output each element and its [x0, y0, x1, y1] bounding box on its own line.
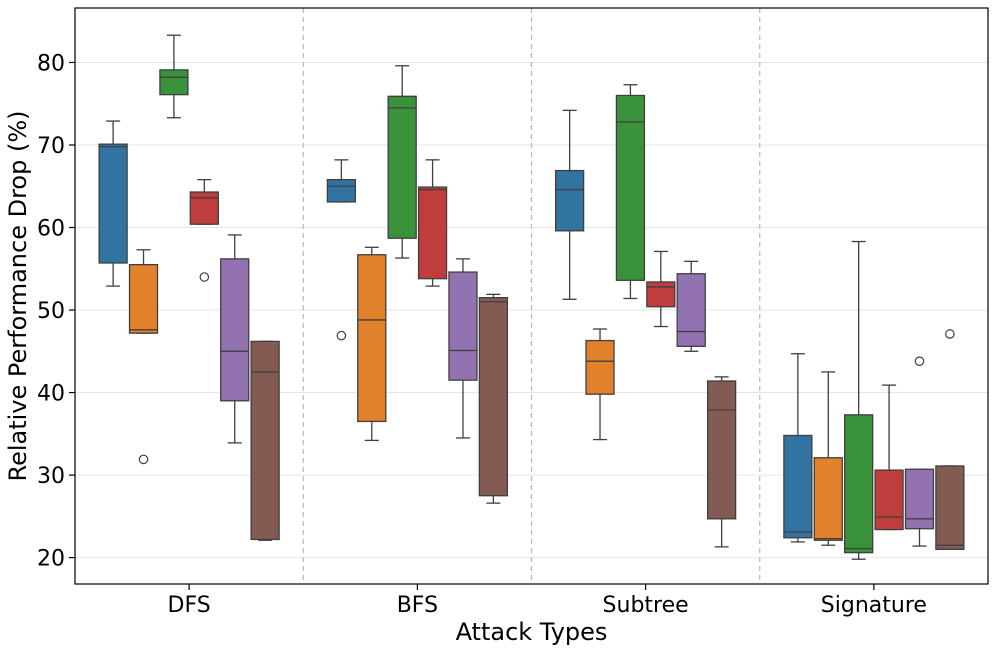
iqr-box	[813, 457, 843, 541]
box-dfs-3	[159, 34, 189, 119]
y-axis-ticks: 20 30 40 50 60 70 80	[37, 51, 75, 572]
box-subtree-2	[585, 328, 615, 441]
iqr-box	[417, 186, 448, 280]
box-dfs-1	[98, 120, 128, 287]
y-tick-label: 40	[37, 382, 65, 407]
box-subtree-3	[615, 84, 646, 300]
box-bfs-2	[357, 246, 387, 442]
boxes	[98, 34, 965, 560]
box-signature-3	[844, 240, 874, 560]
x-tick-label: Subtree	[603, 593, 689, 618]
plot-area-frame	[74, 7, 989, 585]
iqr-box	[615, 94, 646, 281]
box-dfs-2	[128, 249, 159, 465]
iqr-box	[98, 143, 128, 264]
x-axis-label: Attack Types	[456, 618, 608, 646]
y-axis-label: Relative Performance Drop (%)	[4, 110, 32, 481]
box-bfs-6	[478, 293, 509, 504]
outlier-point	[138, 454, 149, 465]
iqr-box	[448, 271, 478, 381]
x-tick-label: Signature	[821, 593, 927, 618]
iqr-box	[554, 169, 585, 232]
box-signature-2	[813, 371, 843, 546]
box-bfs-3	[387, 65, 417, 259]
box-subtree-1	[554, 109, 585, 300]
box-dfs-6	[250, 340, 280, 541]
outlier-point	[945, 329, 955, 339]
box-signature-6	[935, 329, 965, 550]
outlier-point	[199, 272, 210, 282]
category-separators	[302, 8, 761, 584]
x-axis-ticks: DFS BFS Subtree Signature	[168, 584, 927, 618]
outlier-point	[914, 356, 925, 366]
box-bfs-5	[448, 258, 478, 439]
y-tick-label: 30	[37, 464, 65, 489]
box-bfs-4	[417, 159, 448, 287]
y-tick-label: 80	[37, 51, 65, 76]
box-dfs-4	[189, 178, 219, 282]
box-subtree-6	[706, 376, 737, 548]
box-subtree-5	[676, 260, 706, 352]
y-tick-label: 20	[37, 547, 65, 572]
box-dfs-5	[220, 234, 250, 444]
iqr-box	[935, 465, 965, 550]
x-tick-label: BFS	[397, 593, 438, 618]
box-subtree-4	[646, 250, 676, 328]
y-tick-label: 70	[37, 134, 65, 159]
iqr-box	[128, 263, 159, 334]
iqr-box	[646, 281, 676, 308]
iqr-box	[585, 339, 615, 395]
iqr-box	[844, 414, 874, 554]
iqr-box	[783, 434, 813, 539]
iqr-box	[250, 340, 280, 541]
outlier-point	[336, 330, 347, 341]
iqr-box	[478, 297, 509, 497]
box-bfs-1	[326, 159, 357, 341]
iqr-box	[676, 273, 706, 347]
y-tick-label: 50	[37, 299, 65, 324]
box-signature-4	[874, 384, 904, 531]
iqr-box	[387, 95, 417, 239]
iqr-box	[904, 468, 935, 530]
iqr-box	[220, 258, 250, 402]
box-signature-1	[783, 353, 813, 543]
iqr-box	[159, 69, 189, 96]
x-tick-label: DFS	[168, 593, 211, 618]
iqr-box	[326, 178, 357, 203]
iqr-box	[874, 469, 904, 531]
iqr-box	[706, 380, 737, 520]
y-tick-label: 60	[37, 217, 65, 242]
box-signature-5	[904, 356, 935, 547]
iqr-box	[189, 191, 219, 225]
iqr-box	[357, 254, 387, 423]
